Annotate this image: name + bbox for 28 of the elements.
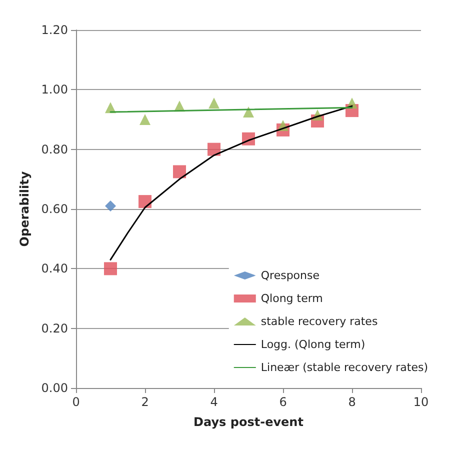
y-tick-label: 1.20 bbox=[41, 23, 68, 37]
legend-label: Qlong term bbox=[260, 292, 323, 305]
y-tick-label: 0.00 bbox=[41, 381, 68, 395]
point bbox=[243, 106, 254, 118]
point bbox=[105, 200, 116, 212]
legend-label: stable recovery rates bbox=[260, 315, 378, 328]
y-tick-label: 1.00 bbox=[41, 82, 68, 97]
legend-label: Logg. (Qlong term) bbox=[260, 338, 366, 351]
x-tick-label: 6 bbox=[279, 395, 287, 409]
y-tick-label: 0.20 bbox=[41, 321, 68, 336]
point bbox=[104, 262, 117, 276]
x-tick-label: 8 bbox=[348, 395, 356, 409]
y-tick-label: 0.60 bbox=[41, 202, 68, 216]
y-tick-label: 0.40 bbox=[41, 262, 68, 276]
legend-label: Lineær (stable recovery rates) bbox=[260, 361, 428, 374]
x-tick-label: 4 bbox=[210, 395, 218, 409]
x-tick-label: 10 bbox=[413, 395, 429, 409]
x-tick-label: 2 bbox=[141, 395, 149, 409]
x-axis-title: Days post-event bbox=[194, 415, 304, 429]
point bbox=[208, 98, 220, 109]
point bbox=[140, 114, 150, 125]
point bbox=[138, 195, 152, 208]
point bbox=[173, 165, 186, 178]
y-axis-title: Operability bbox=[17, 171, 32, 247]
y-tick-label: 0.80 bbox=[41, 142, 68, 156]
legend-label: Qresponse bbox=[260, 269, 320, 282]
point bbox=[208, 142, 220, 156]
x-tick-label: 0 bbox=[72, 395, 80, 409]
